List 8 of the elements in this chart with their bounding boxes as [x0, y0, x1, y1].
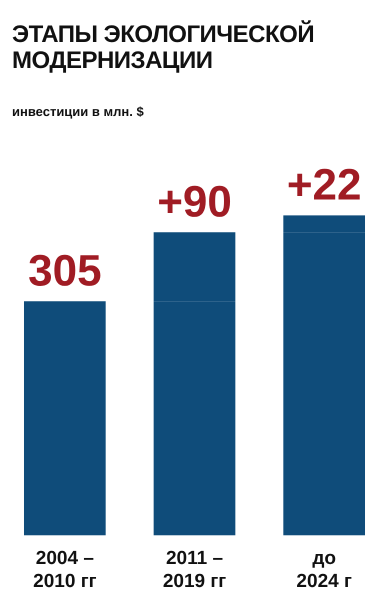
data-label: +90: [157, 177, 232, 226]
data-label: +22: [286, 160, 362, 210]
x-tick-label: 2011 – 2019 гг: [162, 548, 226, 592]
chart-subtitle: инвестиции в млн. $: [12, 104, 144, 119]
data-label: 305: [28, 246, 102, 296]
x-tick-label: 2004 – 2010 гг: [33, 548, 97, 592]
chart-title: ЭТАПЫ ЭКОЛОГИЧЕСКОЙ МОДЕРНИЗАЦИИ: [12, 21, 316, 74]
x-tick-label: до 2024 г: [296, 548, 352, 592]
